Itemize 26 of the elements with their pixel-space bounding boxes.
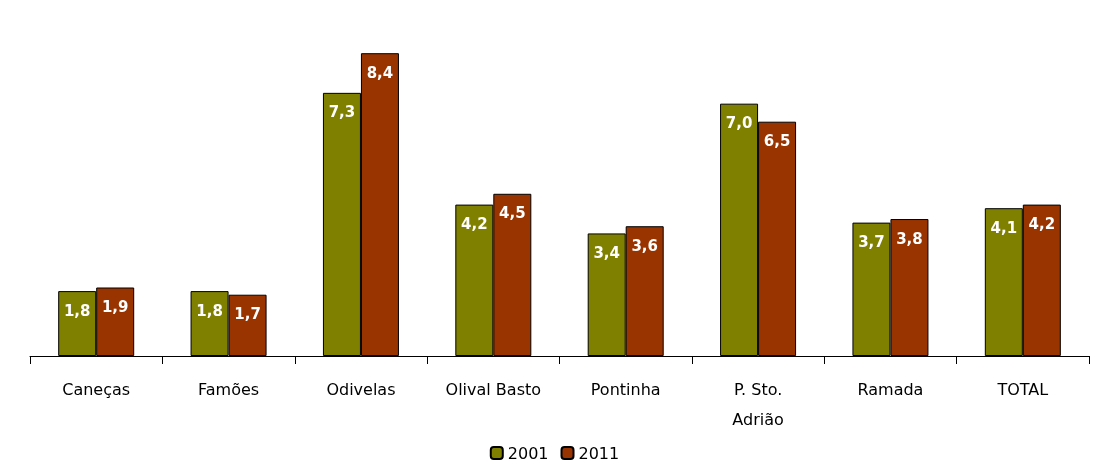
legend-label: 2001 bbox=[507, 443, 549, 463]
data-label: 1,7 bbox=[234, 305, 261, 324]
x-tick-label: Pontinha bbox=[590, 379, 661, 399]
data-label: 1,8 bbox=[196, 301, 223, 320]
data-label: 4,2 bbox=[1028, 215, 1056, 234]
data-label: 1,8 bbox=[63, 301, 91, 320]
data-label: 8,4 bbox=[366, 63, 394, 82]
x-tick-label: Caneças bbox=[62, 379, 131, 399]
data-label: 4,5 bbox=[499, 204, 526, 223]
data-label: 4,2 bbox=[461, 215, 488, 234]
data-label: 3,8 bbox=[896, 229, 923, 248]
x-tick-label: Odivelas bbox=[326, 379, 396, 399]
data-label: 3,6 bbox=[631, 236, 658, 255]
data-label: 7,3 bbox=[328, 103, 356, 122]
x-tick-label: Olival Basto bbox=[445, 379, 542, 399]
x-tick-label: P. Sto. Adrião bbox=[732, 379, 784, 429]
data-label: 3,4 bbox=[593, 243, 620, 262]
data-label: 4,1 bbox=[990, 218, 1018, 237]
data-label: 6,5 bbox=[763, 132, 791, 151]
data-label: 3,7 bbox=[858, 233, 885, 252]
x-tick-label: Famões bbox=[198, 379, 260, 399]
x-tick-label: TOTAL bbox=[996, 379, 1049, 399]
legend-label: 2011 bbox=[578, 443, 620, 463]
data-label: 1,9 bbox=[101, 298, 129, 317]
x-tick-label: Ramada bbox=[857, 379, 924, 399]
data-label: 7,0 bbox=[725, 114, 753, 133]
